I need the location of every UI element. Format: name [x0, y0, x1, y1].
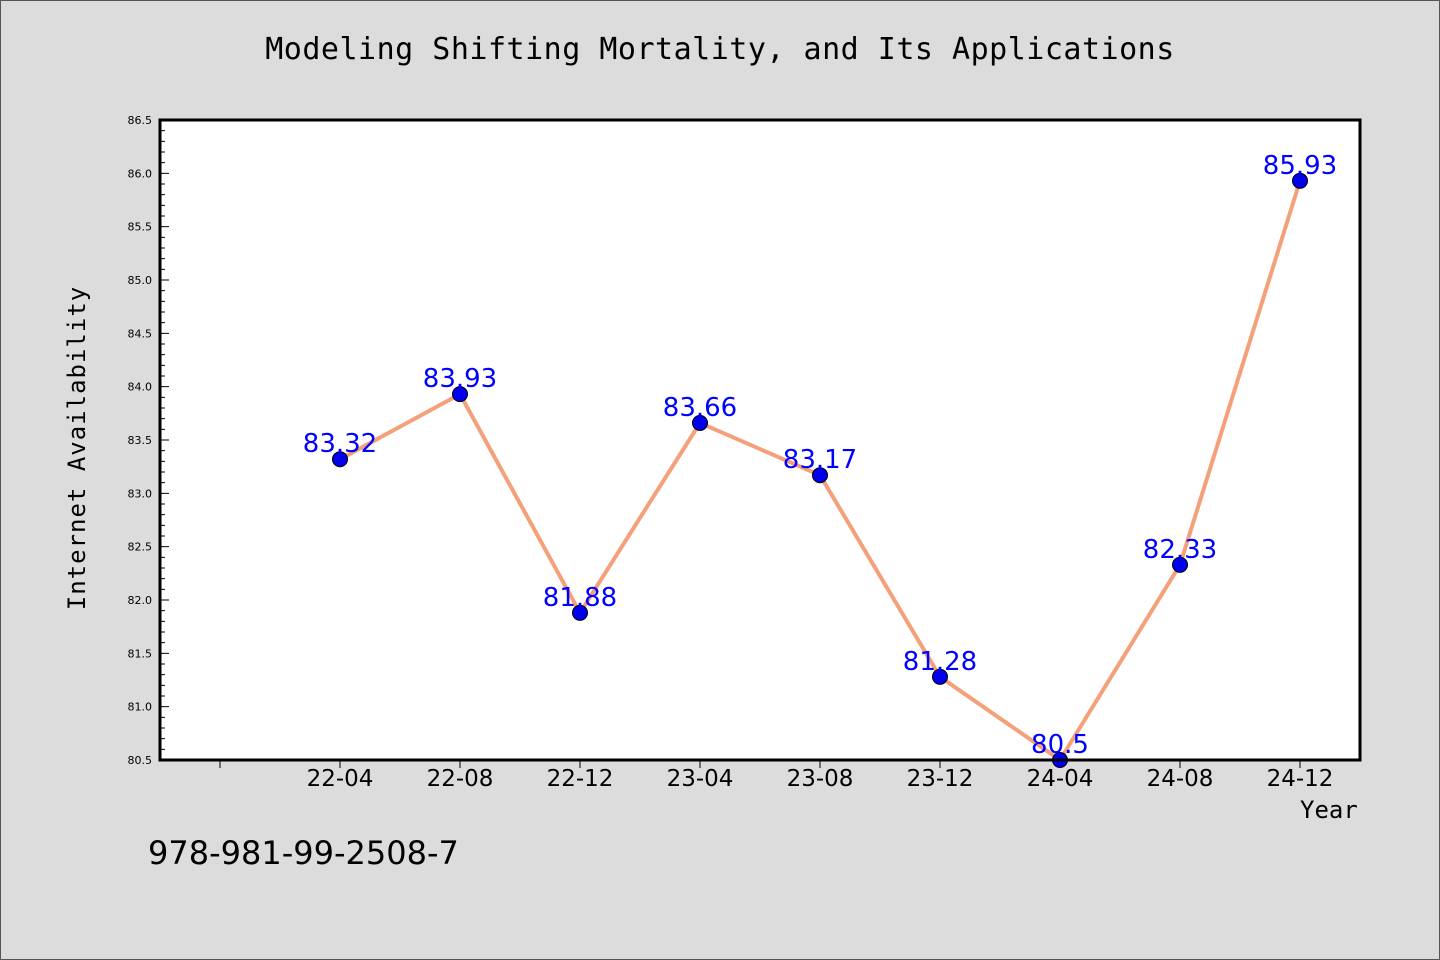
data-label: 83.17: [783, 445, 857, 475]
isbn-text: 978-981-99-2508-7: [148, 834, 459, 872]
x-tick-label: 22-08: [427, 766, 494, 792]
y-tick-label: 82.5: [128, 541, 153, 554]
data-point: [572, 604, 588, 621]
x-tick-label: 22-04: [307, 766, 374, 792]
plot-border: [158, 118, 1362, 762]
data-point: [1172, 556, 1188, 573]
y-tick-label: 81.0: [128, 701, 153, 714]
data-point: [812, 467, 828, 484]
x-tick-label: 23-12: [907, 766, 974, 792]
plot-area: [160, 120, 1360, 760]
data-label: 82.33: [1143, 535, 1217, 565]
data-label: 83.93: [423, 364, 497, 394]
x-tick-label: 23-04: [667, 766, 734, 792]
data-label: 83.32: [303, 429, 377, 459]
data-point: [1292, 172, 1308, 189]
x-tick-label: 24-12: [1267, 766, 1334, 792]
data-label: 85.93: [1263, 151, 1337, 181]
y-tick-label: 85.0: [128, 274, 153, 287]
data-label: 80.5: [1031, 730, 1089, 760]
chart-title: Modeling Shifting Mortality, and Its App…: [265, 32, 1175, 67]
x-tick-label: 22-12: [547, 766, 614, 792]
y-tick-label: 85.5: [128, 221, 153, 234]
data-label: 81.28: [903, 647, 977, 677]
x-tick-label: 23-08: [787, 766, 854, 792]
y-tick-label: 84.5: [128, 327, 153, 340]
data-point: [452, 386, 468, 403]
data-point: [932, 668, 948, 685]
data-point: [692, 414, 708, 431]
y-tick-label: 83.5: [128, 434, 153, 447]
data-point: [332, 451, 348, 468]
data-label: 83.66: [663, 393, 737, 423]
y-tick-label: 86.0: [128, 167, 153, 180]
y-tick-label: 82.0: [128, 594, 153, 607]
data-label: 81.88: [543, 583, 617, 613]
y-tick-label: 86.5: [128, 114, 153, 127]
y-tick-label: 83.0: [128, 487, 153, 500]
y-tick-label: 84.0: [128, 381, 153, 394]
y-tick-label: 80.5: [128, 754, 153, 767]
x-tick-label: 24-04: [1027, 766, 1094, 792]
y-tick-label: 81.5: [128, 647, 153, 660]
x-axis-label: Year: [1300, 796, 1358, 824]
x-tick-label: 24-08: [1147, 766, 1214, 792]
